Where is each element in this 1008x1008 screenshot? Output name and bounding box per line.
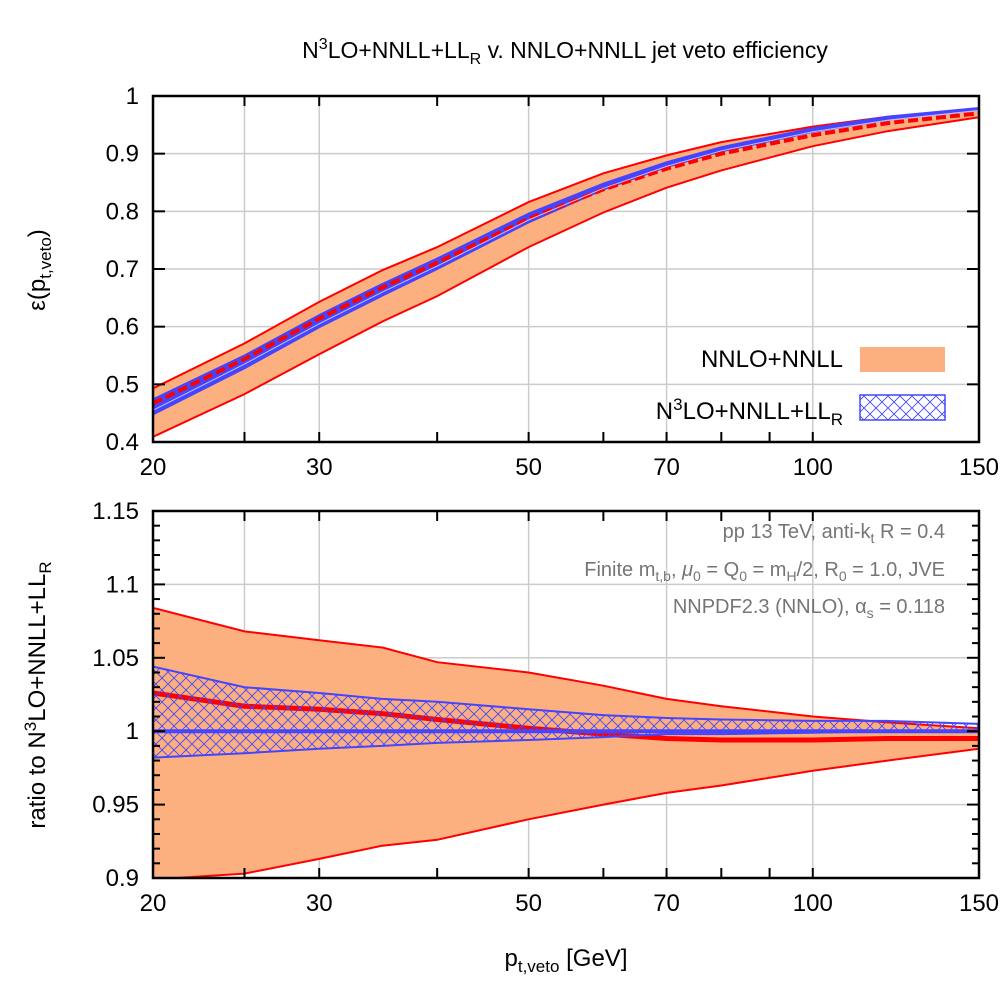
legend-swatch-n3lo bbox=[859, 394, 946, 421]
y-tick-label: 1 bbox=[126, 718, 139, 745]
legend-label-nnlo: NNLO+NNLL bbox=[701, 346, 843, 373]
bottom-y-axis-label: ratio to N3LO+NNLL+LLR bbox=[21, 561, 55, 828]
nnlo-upper-line bbox=[153, 606, 979, 730]
bottom-plot-area bbox=[153, 606, 979, 878]
annotations: pp 13 TeV, anti-kt R = 0.4 Finite mt,b, … bbox=[584, 521, 945, 621]
n3lo-band bbox=[153, 106, 979, 416]
chart-title: N3LO+NNLL+LLR v. NNLO+NNLL jet veto effi… bbox=[302, 36, 828, 68]
nnlo-central-line bbox=[153, 111, 979, 406]
x-tick-label: 70 bbox=[653, 454, 680, 481]
axes: 20 30 50 70 100 150 0.4 0.5 0.6 0.7 0.8 0.9 1 20 30 50 7… bbox=[92, 83, 999, 917]
annotation-pdf: NNPDF2.3 (NNLO), αs = 0.118 bbox=[673, 596, 945, 621]
x-tick-label: 50 bbox=[515, 454, 542, 481]
annotation-collider: pp 13 TeV, anti-kt R = 0.4 bbox=[723, 521, 945, 546]
x-tick-label: 100 bbox=[793, 890, 833, 917]
y-tick-label: 0.8 bbox=[106, 198, 139, 225]
y-tick-label: 0.6 bbox=[106, 314, 139, 341]
top-y-axis-label: ε(pt,veto) bbox=[24, 229, 55, 311]
top-plot-area bbox=[153, 106, 979, 438]
y-tick-label: 0.4 bbox=[106, 429, 139, 456]
legend-swatch-nnlo bbox=[860, 347, 945, 372]
y-tick-label: 1.05 bbox=[92, 645, 139, 672]
x-tick-label: 30 bbox=[306, 454, 333, 481]
n3lo-central-line bbox=[153, 109, 979, 411]
x-axis-label: pt,veto [GeV] bbox=[505, 945, 628, 976]
y-tick-label: 0.5 bbox=[106, 371, 139, 398]
annotation-scales: Finite mt,b, μ0 = Q0 = mH/2, R0 = 1.0, J… bbox=[584, 559, 945, 584]
y-tick-label: 1 bbox=[126, 83, 139, 110]
y-tick-label: 1.1 bbox=[106, 571, 139, 598]
nnlo-lower-line bbox=[153, 116, 979, 438]
x-tick-label: 150 bbox=[959, 454, 999, 481]
y-tick-label: 0.7 bbox=[106, 256, 139, 283]
x-tick-label: 20 bbox=[140, 890, 167, 917]
x-tick-label: 20 bbox=[140, 454, 167, 481]
x-tick-label: 50 bbox=[515, 890, 542, 917]
n3lo-band bbox=[153, 666, 979, 758]
x-tick-label: 30 bbox=[306, 890, 333, 917]
bottom-frame bbox=[151, 509, 981, 880]
nnlo-band bbox=[153, 109, 979, 437]
y-tick-label: 0.95 bbox=[92, 792, 139, 819]
x-tick-label: 150 bbox=[959, 890, 999, 917]
x-tick-label: 100 bbox=[793, 454, 833, 481]
legend-label-n3lo: N3LO+NNLL+LLR bbox=[656, 395, 843, 429]
nnlo-band bbox=[153, 607, 979, 878]
nnlo-lower-line bbox=[160, 747, 979, 878]
nnlo-upper-line bbox=[153, 108, 979, 390]
y-tick-label: 0.9 bbox=[106, 865, 139, 892]
y-tick-label: 1.15 bbox=[92, 498, 139, 525]
top-grid bbox=[153, 95, 979, 443]
y-tick-label: 0.9 bbox=[106, 141, 139, 168]
n3lo-upper-line bbox=[153, 665, 979, 725]
legend: NNLO+NNLL N3LO+NNLL+LLR bbox=[656, 346, 946, 429]
x-tick-label: 70 bbox=[653, 890, 680, 917]
